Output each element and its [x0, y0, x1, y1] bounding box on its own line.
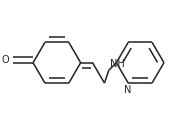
- Text: O: O: [2, 55, 10, 65]
- Text: N: N: [124, 85, 131, 95]
- Text: NH: NH: [110, 60, 125, 70]
